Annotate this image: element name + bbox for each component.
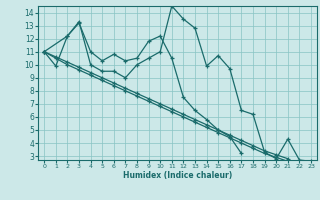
- X-axis label: Humidex (Indice chaleur): Humidex (Indice chaleur): [123, 171, 232, 180]
